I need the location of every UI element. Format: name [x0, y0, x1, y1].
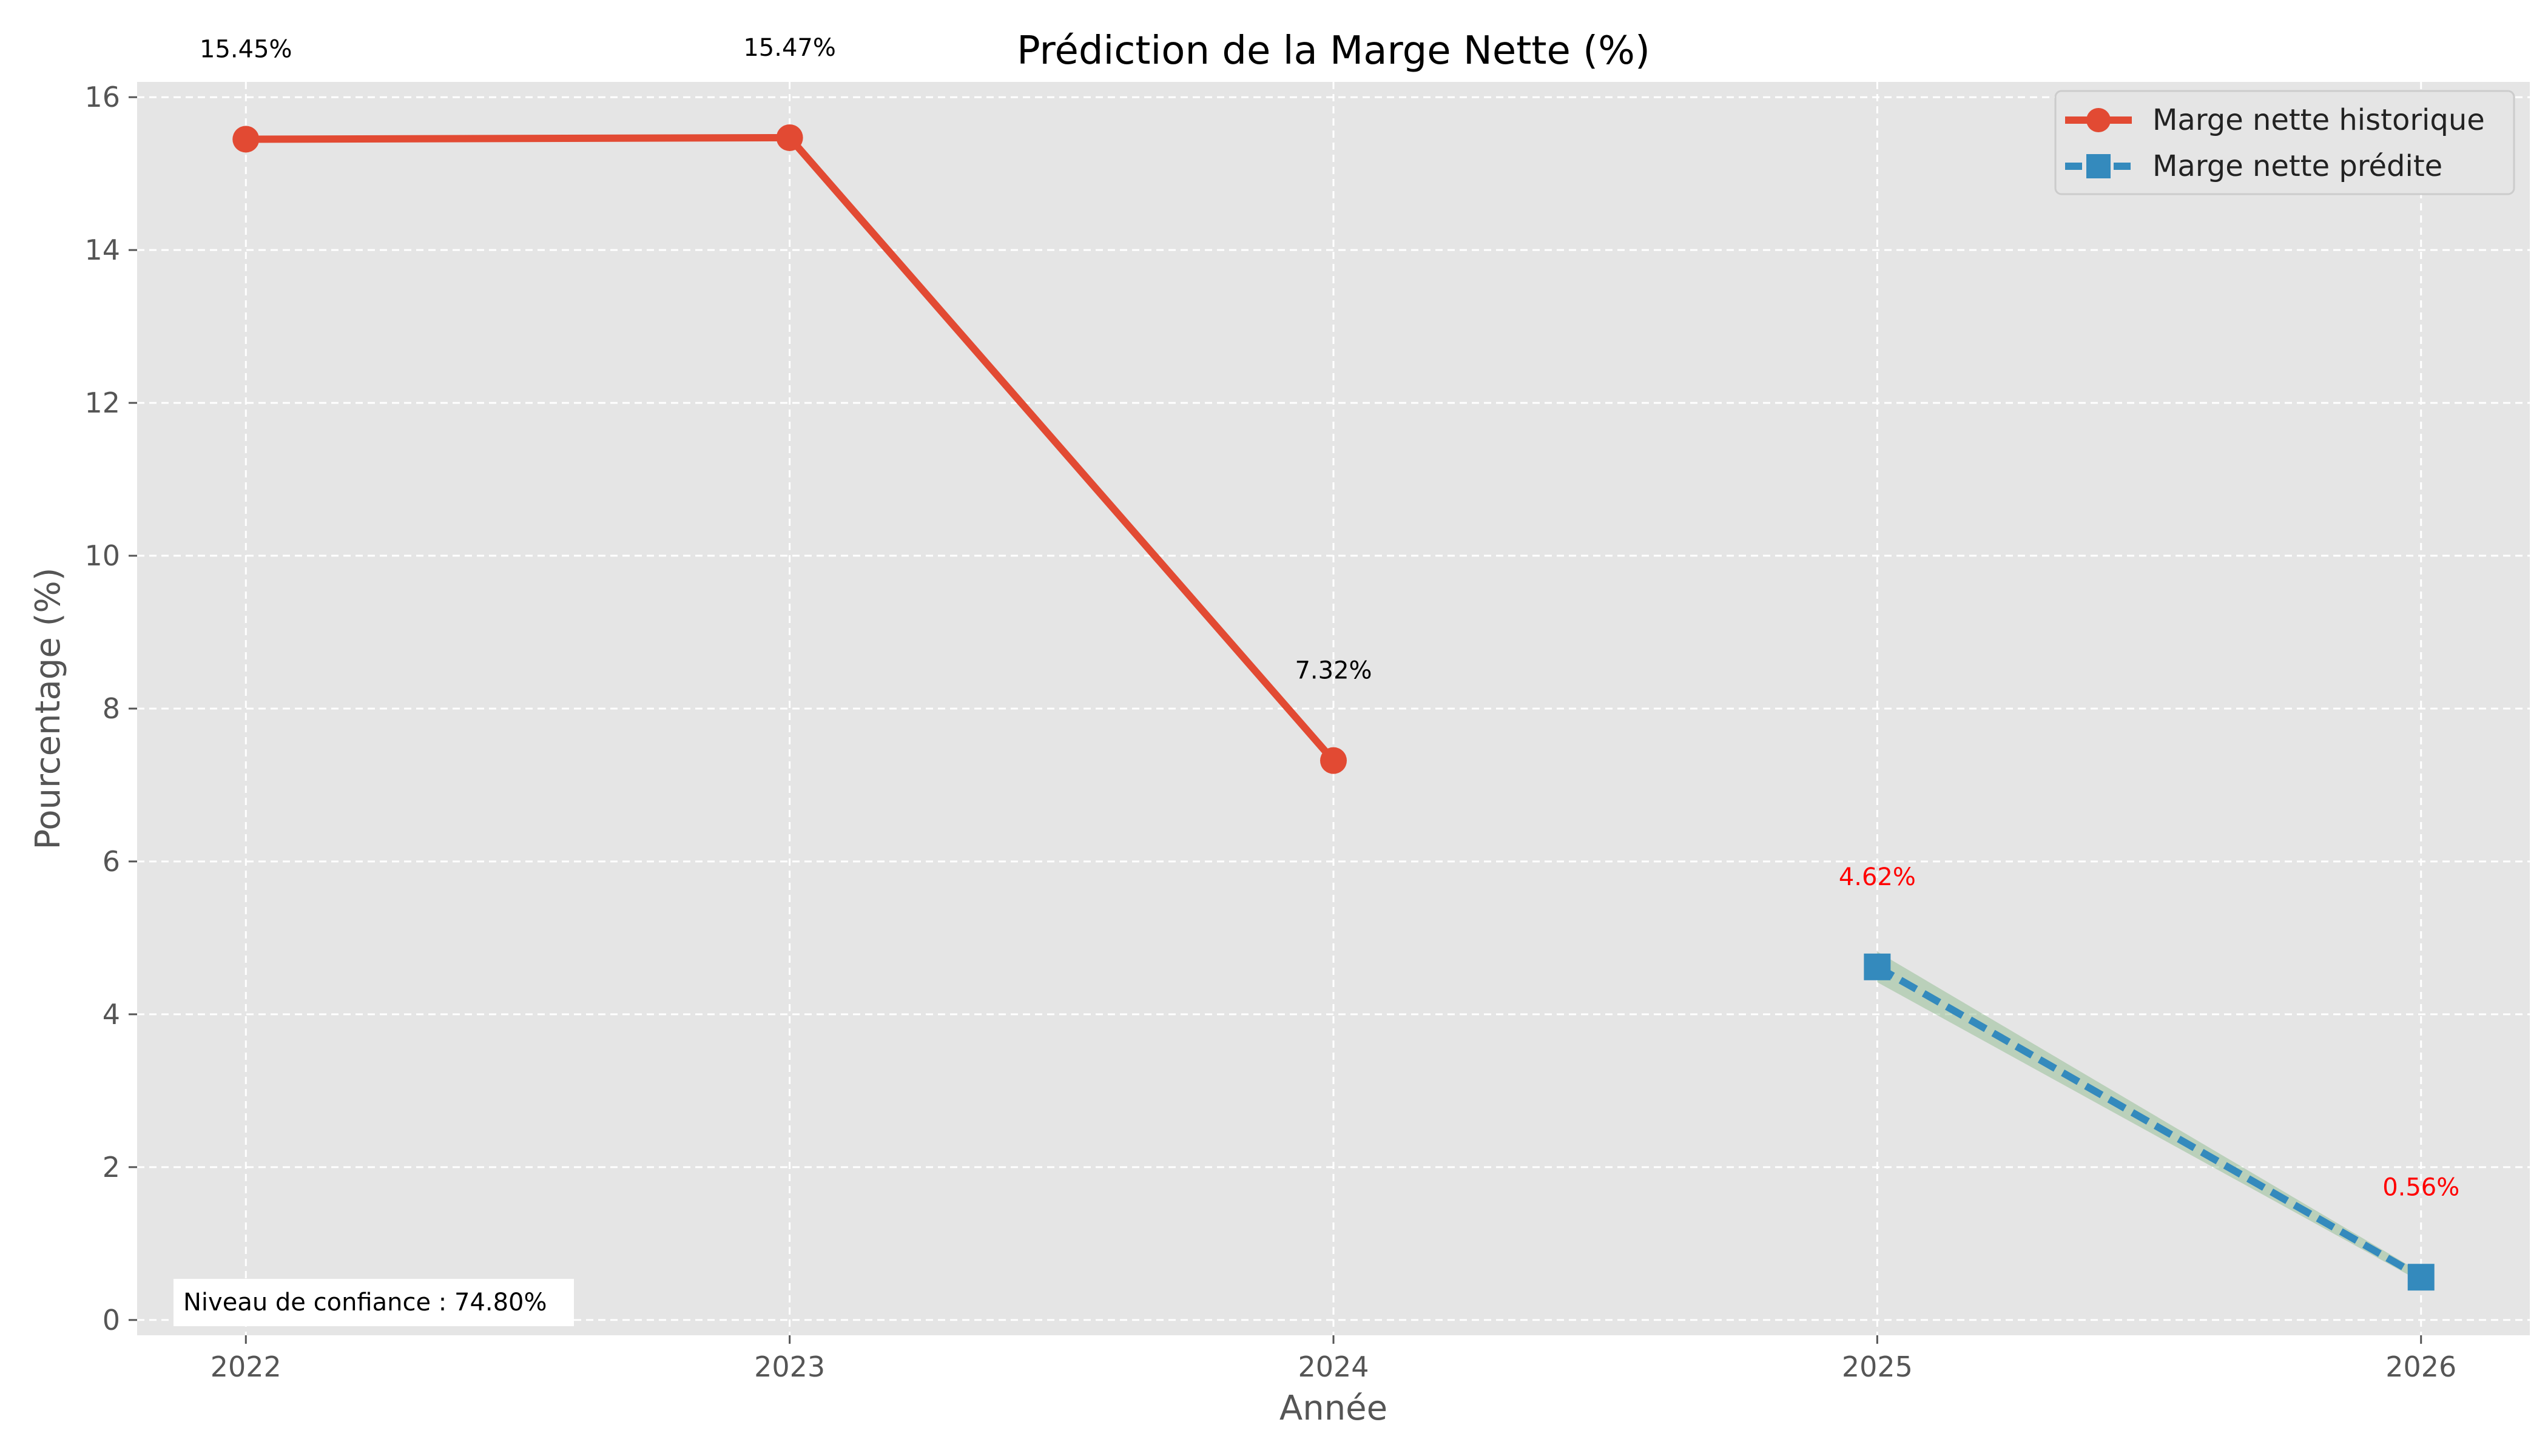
x-tick-label: 2025 [1842, 1350, 1913, 1383]
data-label: 15.45% [200, 35, 292, 63]
series-markers [232, 124, 2435, 1291]
legend-label-historique: Marge nette historique [2152, 103, 2485, 137]
legend-box [2054, 90, 2515, 195]
legend[interactable]: Marge nette historique Marge nette prédi… [2054, 90, 2515, 195]
data-labels: 15.45% 15.47% 7.32% 4.62% 0.56% [200, 34, 2459, 1201]
series-1-point [1864, 953, 1891, 980]
legend-label-predite: Marge nette prédite [2152, 149, 2442, 183]
legend-marker-historique [2086, 108, 2111, 132]
x-axis-ticks: 2022 2023 2024 2025 2026 [211, 1335, 2456, 1383]
y-tick-label: 0 [103, 1304, 120, 1336]
y-axis-title: Pourcentage (%) [29, 567, 68, 849]
data-label: 0.56% [2382, 1173, 2459, 1201]
data-label: 15.47% [743, 34, 836, 62]
confidence-annotation: Niveau de confiance : 74.80% [174, 1279, 574, 1326]
series-1-point [2407, 1264, 2435, 1291]
confidence-annotation-box [174, 1279, 574, 1326]
x-axis-title: Année [1279, 1389, 1387, 1428]
y-tick-label: 4 [103, 998, 120, 1031]
series-0-point [232, 126, 260, 153]
data-label: 4.62% [1839, 863, 1916, 891]
data-label: 7.32% [1295, 657, 1372, 685]
confidence-annotation-text: Niveau de confiance : 74.80% [183, 1289, 547, 1316]
series-0-point [776, 124, 803, 151]
chart-title: Prédiction de la Marge Nette (%) [1017, 29, 1650, 73]
series-line-1 [1875, 963, 2423, 1281]
y-tick-label: 2 [103, 1151, 120, 1184]
series-0-point [1320, 747, 1347, 774]
grid [137, 82, 2530, 1335]
y-axis-ticks: 0 2 4 6 8 10 12 14 16 [84, 81, 137, 1336]
x-tick-label: 2024 [1298, 1350, 1369, 1383]
y-tick-label: 12 [84, 386, 120, 419]
legend-marker-predite [2086, 154, 2111, 178]
x-tick-label: 2023 [754, 1350, 825, 1383]
x-tick-label: 2022 [211, 1350, 281, 1383]
y-tick-label: 16 [84, 81, 120, 113]
x-tick-label: 2026 [2385, 1350, 2456, 1383]
y-tick-label: 10 [84, 539, 120, 572]
y-tick-label: 6 [103, 845, 120, 878]
y-tick-label: 14 [84, 234, 120, 266]
y-tick-label: 8 [103, 692, 120, 725]
